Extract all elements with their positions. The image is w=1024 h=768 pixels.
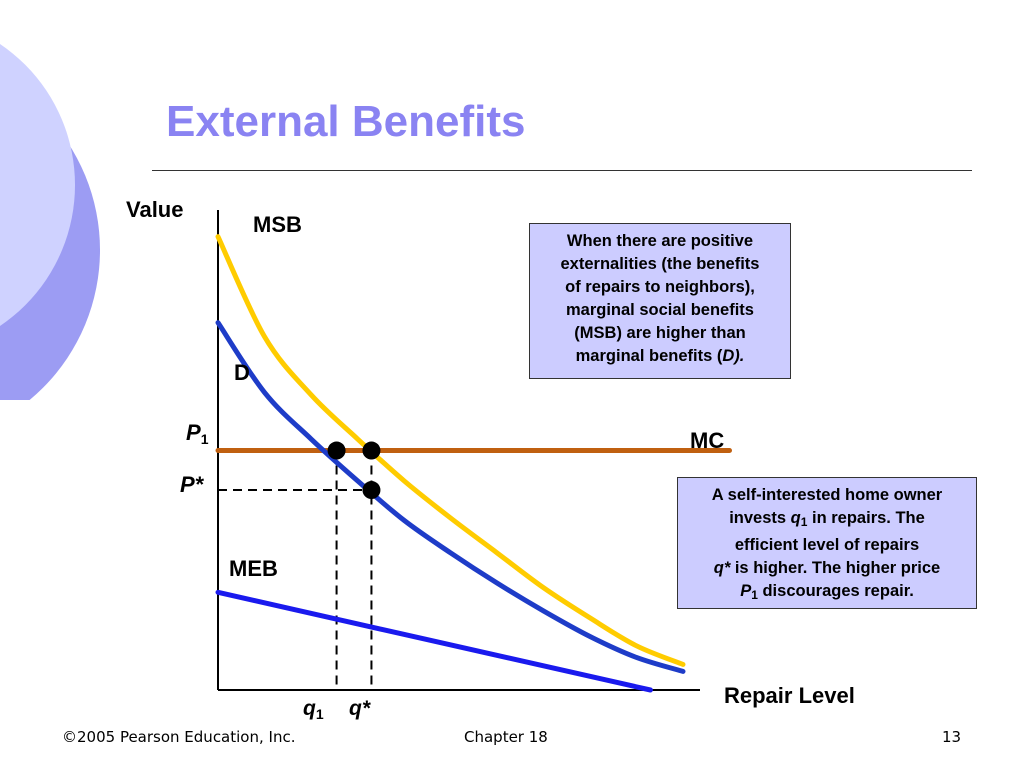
point-q1-P1 [327, 441, 346, 460]
series-label-d: D [234, 360, 250, 385]
note-line: P1 discourages repair. [740, 582, 914, 602]
point-qstar-Pstar [362, 481, 381, 500]
quantity-label-qstar: q* [349, 697, 370, 720]
x-axis-label: Repair Level [724, 683, 855, 708]
note-line: externalities (the benefits [560, 255, 760, 273]
series-line-d [215, 320, 686, 674]
footer-chapter: Chapter 18 [464, 728, 548, 746]
note-line: of repairs to neighbors), [565, 278, 755, 296]
deco-circle-light [0, 44, 75, 326]
series-line-meb [215, 589, 653, 693]
slide-decoration [0, 44, 100, 400]
title-rule [152, 170, 972, 171]
y-axis-label: Value [126, 197, 184, 222]
note-line: efficient level of repairs [734, 536, 920, 554]
series-label-msb: MSB [253, 212, 302, 237]
series-label-mc: MC [690, 428, 725, 453]
slide-title: External Benefits [166, 97, 526, 146]
footer-copyright: ©2005 Pearson Education, Inc. [62, 728, 296, 746]
note-msb-explanation: When there are positive externalities (t… [529, 223, 791, 379]
series-line-msb [215, 234, 686, 667]
note-line: marginal benefits (D). [575, 347, 745, 365]
note-line: marginal social benefits [566, 301, 754, 319]
price-label-p1: P1 [186, 420, 209, 447]
note-self-interested: A self-interested home owner invests q1 … [677, 477, 977, 609]
quantity-label-q1: q1 [303, 697, 324, 722]
note-line: (MSB) are higher than [574, 324, 746, 342]
note-line: A self-interested home owner [711, 486, 943, 504]
note-line: q* is higher. The higher price [713, 559, 941, 577]
note-line: invests q1 in repairs. The [729, 509, 925, 529]
page-number: 13 [942, 728, 962, 746]
price-label-pstar: P* [180, 472, 204, 497]
note-line: When there are positive [566, 232, 754, 250]
series-label-meb: MEB [229, 556, 278, 581]
point-qstar-P1 [362, 441, 381, 460]
